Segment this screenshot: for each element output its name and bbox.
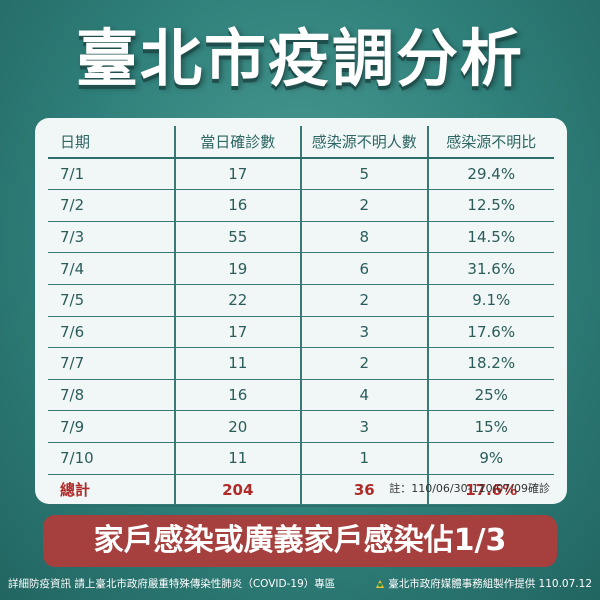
header-unknown-source-ratio: 感染源不明比 — [426, 126, 554, 159]
total-cases: 204 — [173, 474, 301, 508]
cell-ratio: 9% — [426, 442, 554, 475]
table-row: 7/9 20 3 15% — [48, 410, 554, 443]
cell-date: 7/6 — [48, 316, 175, 349]
cell-unknown: 3 — [300, 410, 428, 443]
page-title: 臺北市疫調分析 — [75, 22, 524, 95]
footer-info-text: 詳細防疫資訊 請上臺北市政府嚴重特殊傳染性肺炎（COVID-19）專區 — [8, 578, 336, 590]
table-row: 7/3 55 8 14.5% — [48, 221, 554, 254]
cell-ratio: 14.5% — [426, 221, 554, 254]
cell-unknown: 5 — [300, 157, 428, 191]
header-unknown-source-count: 感染源不明人數 — [300, 126, 428, 159]
table-row: 7/2 16 2 12.5% — [48, 189, 554, 222]
total-label: 總計 — [48, 474, 175, 508]
cell-date: 7/1 — [48, 157, 175, 191]
table-row: 7/4 19 6 31.6% — [48, 252, 554, 285]
cell-unknown: 2 — [300, 189, 428, 222]
cell-date: 7/5 — [48, 284, 175, 317]
table-row: 7/10 11 1 9% — [48, 442, 554, 475]
cell-unknown: 8 — [300, 221, 428, 254]
cases-table: 日期 當日確診數 感染源不明人數 感染源不明比 7/1 17 5 29.4% 7/2 1… — [48, 126, 554, 508]
cell-unknown: 6 — [300, 252, 428, 285]
cell-cases: 19 — [173, 252, 301, 285]
footer-credit-text: 臺北市政府媒體事務組製作提供 110.07.12 — [388, 578, 592, 590]
table-total-row: 總計 204 36 17.6% — [48, 474, 554, 508]
cell-cases: 17 — [173, 316, 301, 349]
cell-date: 7/8 — [48, 379, 175, 412]
cell-date: 7/7 — [48, 347, 175, 380]
cell-cases: 16 — [173, 189, 301, 222]
cell-cases: 55 — [173, 221, 301, 254]
table-row: 7/1 17 5 29.4% — [48, 157, 554, 191]
header-daily-cases: 當日確診數 — [173, 126, 301, 159]
cell-ratio: 15% — [426, 410, 554, 443]
cell-ratio: 12.5% — [426, 189, 554, 222]
total-unknown: 36 — [300, 474, 428, 508]
total-ratio: 17.6% — [426, 474, 554, 508]
cell-ratio: 25% — [426, 379, 554, 412]
table-row: 7/5 22 2 9.1% — [48, 284, 554, 317]
cell-cases: 17 — [173, 157, 301, 191]
cell-cases: 22 — [173, 284, 301, 317]
cell-date: 7/10 — [48, 442, 175, 475]
cell-cases: 16 — [173, 379, 301, 412]
footer: 詳細防疫資訊 請上臺北市政府嚴重特殊傳染性肺炎（COVID-19）專區 臺北市政… — [0, 574, 600, 594]
cell-ratio: 17.6% — [426, 316, 554, 349]
cell-unknown: 4 — [300, 379, 428, 412]
cell-date: 7/2 — [48, 189, 175, 222]
table-row: 7/7 11 2 18.2% — [48, 347, 554, 380]
cell-unknown: 3 — [300, 316, 428, 349]
cell-ratio: 29.4% — [426, 157, 554, 191]
cell-cases: 20 — [173, 410, 301, 443]
taipei-logo-icon — [376, 580, 385, 588]
cell-unknown: 2 — [300, 347, 428, 380]
cell-ratio: 31.6% — [426, 252, 554, 285]
date-range-note: 註：110/06/30-110/07/09確診 — [389, 482, 550, 495]
footer-credit: 臺北市政府媒體事務組製作提供 110.07.12 — [375, 574, 592, 594]
cell-cases: 11 — [173, 442, 301, 475]
cell-date: 7/4 — [48, 252, 175, 285]
cell-date: 7/9 — [48, 410, 175, 443]
table-row: 7/6 17 3 17.6% — [48, 316, 554, 349]
cell-unknown: 1 — [300, 442, 428, 475]
table-row: 7/8 16 4 25% — [48, 379, 554, 412]
conclusion-banner: 家戶感染或廣義家戶感染佔1/3 — [43, 515, 557, 567]
cell-cases: 11 — [173, 347, 301, 380]
table-header-row: 日期 當日確診數 感染源不明人數 感染源不明比 — [48, 126, 554, 159]
cell-ratio: 9.1% — [426, 284, 554, 317]
header-date: 日期 — [48, 126, 175, 159]
cell-unknown: 2 — [300, 284, 428, 317]
cell-date: 7/3 — [48, 221, 175, 254]
cell-ratio: 18.2% — [426, 347, 554, 380]
